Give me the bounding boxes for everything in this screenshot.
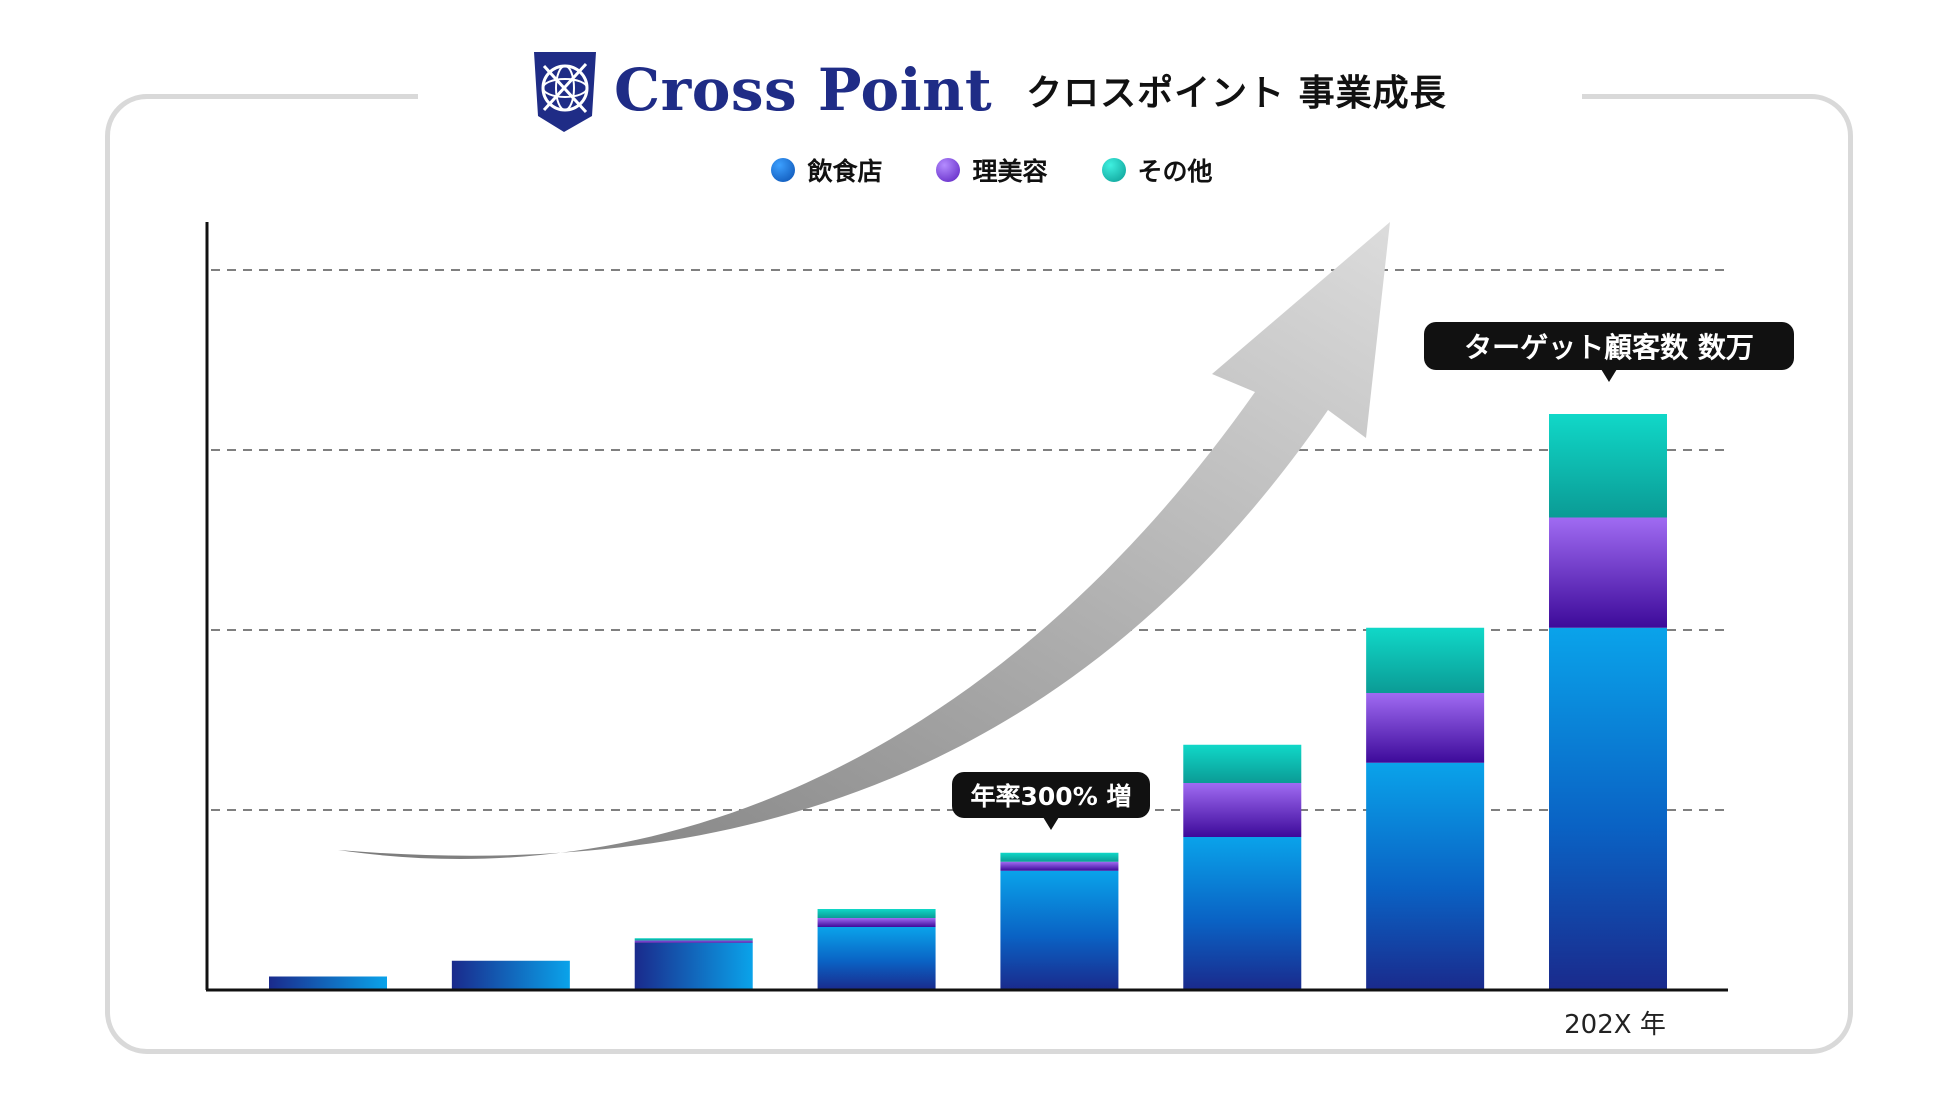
bar-segment-other xyxy=(1000,852,1119,862)
legend-item-restaurant: 飲食店 xyxy=(771,152,882,188)
legend-label: 飲食店 xyxy=(807,157,883,186)
growth-callout: 年率300% 増 xyxy=(952,772,1150,830)
bar-segment-restaurant xyxy=(1549,627,1667,990)
salon-dot-icon xyxy=(936,158,961,182)
header: Cross Point クロスポイント 事業成長 xyxy=(530,40,1447,140)
cross-point-logo-icon xyxy=(534,52,596,132)
bar-segment-other xyxy=(1183,744,1302,783)
bar-segment-other xyxy=(1549,414,1667,518)
bar-segment-restaurant xyxy=(1366,762,1485,990)
bar-segment-other xyxy=(1366,627,1485,693)
legend: 飲食店 理美容 その他 xyxy=(0,152,1950,188)
bar-segment-other xyxy=(817,909,936,918)
bar-segment-salon xyxy=(1183,783,1302,837)
bar-segment-restaurant xyxy=(634,942,753,990)
legend-item-salon: 理美容 xyxy=(936,152,1048,188)
bar-segment-salon xyxy=(634,940,753,943)
bar-segment-restaurant xyxy=(1183,837,1302,990)
bar-segment-restaurant xyxy=(451,960,570,990)
other-dot-icon xyxy=(1101,158,1126,182)
bar-segment-restaurant xyxy=(817,927,936,990)
title-background xyxy=(418,70,1582,120)
legend-item-other: その他 xyxy=(1101,152,1213,188)
bar-segment-salon xyxy=(1549,517,1667,628)
page-subtitle: クロスポイント 事業成長 xyxy=(1026,73,1447,114)
bar-segment-salon xyxy=(817,918,936,927)
restaurant-dot-icon xyxy=(771,158,796,182)
legend-label: 理美容 xyxy=(972,157,1048,186)
bars-layer xyxy=(269,414,1667,990)
bar-segment-salon xyxy=(1366,693,1485,763)
bar-segment-salon xyxy=(1000,861,1119,871)
growth-arrow-icon xyxy=(338,222,1390,859)
bar-segment-other xyxy=(634,938,753,941)
bar-segment-restaurant xyxy=(1000,870,1119,990)
x-tick-label: 202X 年 xyxy=(1564,1010,1666,1040)
bar-segment-restaurant xyxy=(269,976,387,990)
logo-name: Cross Point xyxy=(614,56,993,124)
legend-label: その他 xyxy=(1137,157,1213,186)
target-callout: ターゲット顧客数 数万 xyxy=(1424,322,1794,382)
